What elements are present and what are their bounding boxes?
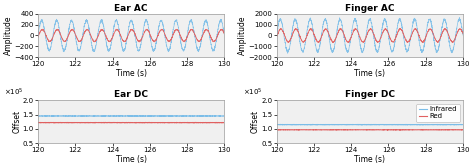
Title: Finger AC: Finger AC [345,4,394,13]
X-axis label: Time (s): Time (s) [355,155,385,164]
Red [421,129,427,131]
Y-axis label: Offset: Offset [12,110,21,133]
Legend: Infrared, Red: Infrared, Red [416,104,460,122]
Y-axis label: Amplitude: Amplitude [4,16,13,55]
Text: $\times10^5$: $\times10^5$ [243,87,263,98]
X-axis label: Time (s): Time (s) [355,69,385,78]
Infrared [360,123,365,125]
Line: Infrared: Infrared [277,124,463,125]
Infrared [355,123,361,125]
Red [455,129,461,131]
Infrared [421,123,427,125]
Red [360,129,365,131]
Infrared [460,124,466,126]
Text: $\times10^5$: $\times10^5$ [4,87,24,98]
X-axis label: Time (s): Time (s) [116,155,147,164]
Title: Finger DC: Finger DC [345,90,395,99]
Infrared [455,124,461,126]
Y-axis label: Offset: Offset [251,110,260,133]
Red [288,129,294,131]
Infrared [274,123,280,125]
Red [455,129,461,131]
Red [274,129,280,131]
Red [460,129,466,131]
Red [365,129,370,131]
Title: Ear AC: Ear AC [114,4,148,13]
X-axis label: Time (s): Time (s) [116,69,147,78]
Infrared [455,123,461,125]
Title: Ear DC: Ear DC [114,90,148,99]
Infrared [365,124,370,126]
Red [369,129,374,131]
Y-axis label: Amplitude: Amplitude [238,16,247,55]
Infrared [443,124,449,126]
Infrared [283,124,289,126]
Red [283,129,289,131]
